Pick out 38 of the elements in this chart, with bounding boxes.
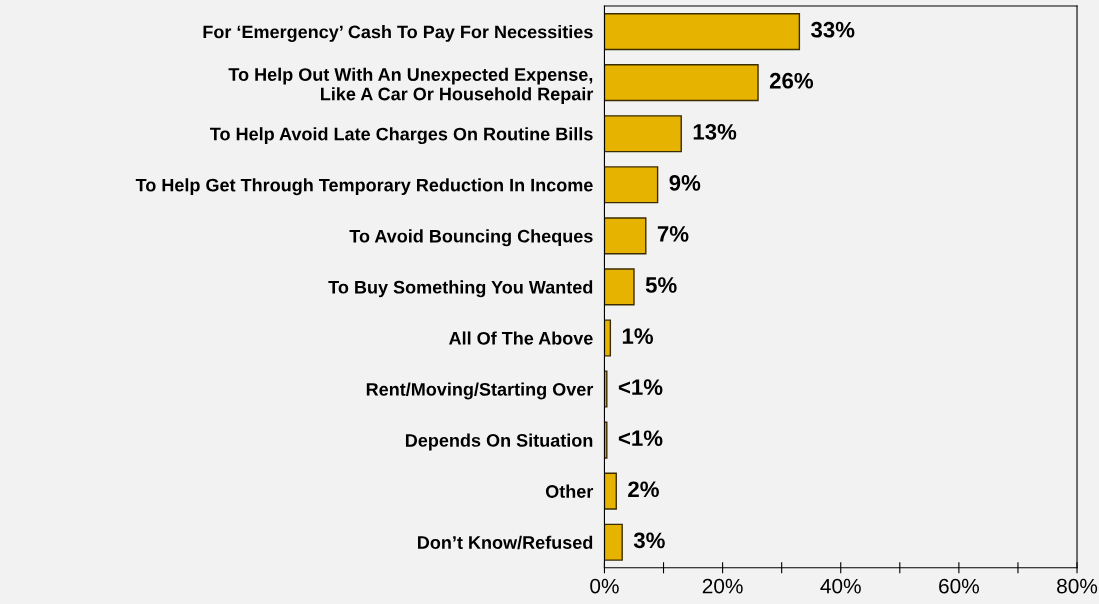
bar (604, 13, 801, 51)
y-tick-label: For ‘Emergency’ Cash To Pay For Necessities (203, 25, 593, 42)
x-tick-label: 40% (820, 578, 861, 594)
x-tick-label: 0% (590, 578, 619, 594)
bar (604, 64, 759, 102)
y-tick-label: Other (545, 484, 594, 498)
y-tick-label: To Help Avoid Late Charges On Routine Bills (210, 127, 593, 145)
data-label: 1% (622, 328, 653, 344)
y-tick-label: Don’t Know/Refused (418, 535, 593, 550)
x-tick-label: 20% (702, 578, 743, 594)
data-label: 26% (769, 72, 814, 89)
bar (604, 217, 647, 255)
y-tick-label: To Help Get Through Temporary Reduction In Income (135, 178, 593, 196)
x-tick-label: 60% (939, 578, 979, 594)
bar (604, 319, 612, 357)
bar (604, 268, 635, 306)
data-label: 5% (645, 277, 677, 293)
data-label: 7% (657, 226, 689, 242)
bar (604, 115, 682, 153)
y-tick-label: To Buy Something You Wanted (328, 280, 593, 298)
y-tick-label: To Avoid Bouncing Cheques (349, 229, 593, 247)
y-tick-label: Depends On Situation (405, 433, 593, 451)
data-label: 13% (693, 123, 737, 140)
data-label: 3% (633, 532, 665, 549)
bar (604, 166, 659, 204)
data-label: <1% (618, 430, 663, 447)
y-tick-label: All Of The Above (449, 331, 593, 345)
data-label: <1% (618, 379, 663, 395)
data-label: 33% (811, 21, 855, 38)
bar (604, 421, 608, 459)
bar (604, 523, 623, 561)
data-label: 2% (628, 481, 659, 498)
bar (604, 370, 608, 408)
y-tick-label: Rent/Moving/Starting Over (366, 382, 594, 400)
data-label: 9% (669, 175, 701, 191)
bar (604, 472, 617, 510)
y-tick-label: To Help Out With An Unexpected Expense, Like A Car Or Household Repair (228, 67, 594, 104)
x-tick-label: 80% (1057, 578, 1098, 594)
